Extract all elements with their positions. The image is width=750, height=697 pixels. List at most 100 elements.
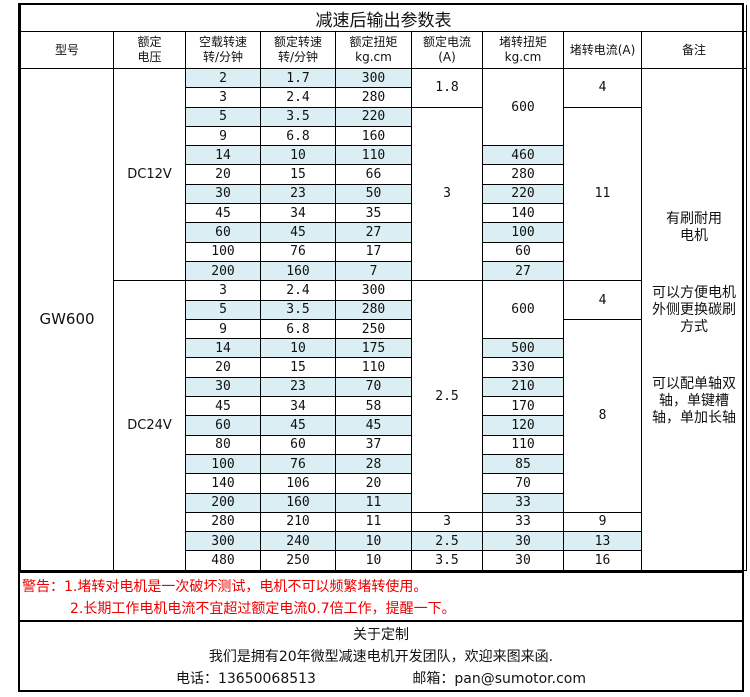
table-row: 30 23 70 210 <box>21 376 747 398</box>
stall-torque-cell: 210 <box>482 376 564 398</box>
table-row: 200 160 11 33 <box>21 492 747 513</box>
stall-current-cell: 4 <box>563 68 642 108</box>
table-row: 9 6.8 160 <box>21 125 747 147</box>
header-text: 堵转扭矩 <box>498 35 547 49</box>
stall-torque-cell: 33 <box>482 492 564 513</box>
stall-current-cell: 13 <box>563 531 642 552</box>
header-rated-torque: 额定扭矩 kg.cm <box>335 31 412 69</box>
noload-speed-cell: 80 <box>185 434 261 455</box>
remarks-cell: 有刷耐用 电机 可以方便电机 外侧更换碳刷 方式 可以配单轴双 轴，单键槽 轴，单加长轴 <box>640 68 748 571</box>
stall-torque-cell: 460 <box>482 145 564 166</box>
stall-torque-cell: 110 <box>482 434 564 455</box>
warning-line-1: 警告：1.堵转对电机是一次破坏测试，电机不可以频繁堵转使用。 <box>22 578 428 595</box>
noload-speed-cell: 3 <box>185 87 261 108</box>
header-voltage: 额定 电压 <box>113 31 186 69</box>
noload-speed-cell: 2 <box>185 67 261 89</box>
header-text: 额定转速 <box>273 35 322 49</box>
rated-speed-cell: 2.4 <box>260 87 336 108</box>
table-row: 14 10 110 460 <box>21 145 747 166</box>
header-text: 堵转电流(A) <box>569 42 636 57</box>
stall-torque-cell: 140 <box>482 203 564 224</box>
stall-current-cell: 4 <box>563 280 642 320</box>
noload-speed-cell: 14 <box>185 145 261 166</box>
stall-torque-cell: 500 <box>482 338 564 359</box>
noload-speed-cell: 200 <box>185 260 261 282</box>
rated-torque-cell: 58 <box>335 396 412 417</box>
output-parameter-table: 减速后输出参数表 型号 额定 电压 空载转速 转/分钟 额定转速 转/分钟 额定扭矩 kg.cm… <box>19 5 748 571</box>
rated-speed-cell: 23 <box>260 183 336 205</box>
rated-speed-cell: 1.7 <box>260 67 336 89</box>
noload-speed-cell: 480 <box>185 550 261 571</box>
rated-speed-cell: 34 <box>260 396 336 417</box>
table-row: 9 6.8 250 8 <box>21 318 747 513</box>
noload-speed-cell: 60 <box>185 222 261 243</box>
voltage-cell: DC12V <box>113 67 186 282</box>
rated-torque-cell: 70 <box>335 376 412 398</box>
table-row: 20 15 110 330 <box>21 357 747 378</box>
stall-current-cell: 8 <box>563 318 642 513</box>
stall-current-cell: 16 <box>563 550 642 571</box>
stall-torque-cell: 27 <box>482 260 564 282</box>
rated-speed-cell: 23 <box>260 376 336 398</box>
rated-torque-cell: 280 <box>335 299 412 320</box>
header-noload-speed: 空载转速 转/分钟 <box>185 31 261 69</box>
rated-torque-cell: 66 <box>335 164 412 185</box>
header-text: 空载转速 <box>198 35 247 49</box>
stall-torque-cell: 120 <box>482 415 564 436</box>
footer-heading: 关于定制 <box>353 626 409 643</box>
rated-speed-cell: 210 <box>260 511 336 533</box>
header-text: 额定 <box>137 35 162 49</box>
header-text: 备注 <box>682 42 707 57</box>
table-row: 300 240 10 2.5 30 13 <box>21 531 747 552</box>
table-row: 5 3.5 280 <box>21 299 747 320</box>
footer-phone: 电话：13650068513 <box>175 670 316 687</box>
rated-torque-cell: 250 <box>335 318 412 340</box>
rated-torque-cell: 27 <box>335 222 412 243</box>
header-text: kg.cm <box>504 50 542 64</box>
rated-torque-cell: 50 <box>335 183 412 205</box>
header-rated-speed: 额定转速 转/分钟 <box>260 31 336 69</box>
header-row: 型号 额定 电压 空载转速 转/分钟 额定转速 转/分钟 额定扭矩 kg.cm 额定电流 (A) 堵转… <box>20 31 748 69</box>
footer-email[interactable]: 邮箱：pan@sumotor.com <box>412 670 587 687</box>
rated-torque-cell: 10 <box>335 550 412 571</box>
rated-speed-cell: 10 <box>260 338 336 359</box>
rated-torque-cell: 220 <box>335 106 412 127</box>
noload-speed-cell: 30 <box>185 376 261 398</box>
header-text: (A) <box>438 50 456 64</box>
header-text: 型号 <box>54 42 79 57</box>
noload-speed-cell: 45 <box>185 396 261 417</box>
table-row: 45 34 58 170 <box>21 396 747 417</box>
header-text: 转/分钟 <box>202 50 244 64</box>
custom-footer: 关于定制 我们是拥有20年微型减速电机开发团队，欢迎来图来函. 电话：13650… <box>20 619 742 690</box>
stall-torque-cell: 70 <box>482 473 564 494</box>
rated-speed-cell: 240 <box>260 531 336 552</box>
rated-speed-cell: 45 <box>260 415 336 436</box>
stall-torque-cell: 85 <box>482 453 564 475</box>
rated-speed-cell: 2.4 <box>260 280 336 301</box>
noload-speed-cell: 3 <box>185 280 261 301</box>
rated-speed-cell: 15 <box>260 357 336 378</box>
rated-current-cell: 3 <box>411 511 483 533</box>
table-row: 20 15 66 280 <box>21 164 747 185</box>
rated-current-cell: 2.5 <box>411 280 483 513</box>
stall-torque-cell: 600 <box>482 280 564 340</box>
table-row: 200 160 7 27 <box>21 260 747 282</box>
rated-torque-cell: 20 <box>335 473 412 494</box>
table-row: 3 2.4 280 <box>21 87 747 108</box>
rated-torque-cell: 28 <box>335 453 412 475</box>
warning-line-2: 2.长期工作电机电流不宜超过额定电流0.7倍工作，提醒一下。 <box>70 600 456 617</box>
stall-torque-cell: 30 <box>482 531 564 552</box>
rated-torque-cell: 10 <box>335 531 412 552</box>
rated-speed-cell: 76 <box>260 241 336 262</box>
rated-torque-cell: 280 <box>335 87 412 108</box>
table-row: 480 250 10 3.5 30 16 <box>21 550 747 571</box>
noload-speed-cell: 100 <box>185 453 261 475</box>
rated-current-cell: 1.8 <box>411 68 483 108</box>
rated-torque-cell: 160 <box>335 125 412 147</box>
noload-speed-cell: 45 <box>185 203 261 224</box>
header-text: 转/分钟 <box>277 50 319 64</box>
table-row: 60 45 45 120 <box>21 415 747 436</box>
header-remarks: 备注 <box>640 31 748 69</box>
rated-torque-cell: 11 <box>335 492 412 513</box>
stall-current-cell: 9 <box>563 511 642 533</box>
